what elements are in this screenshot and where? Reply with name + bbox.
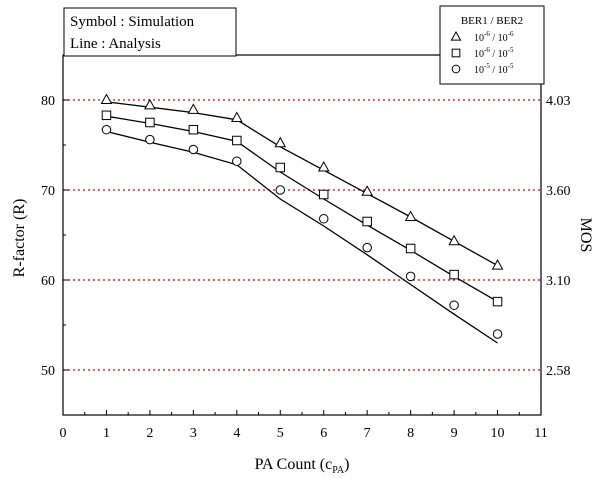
simulation-point-square — [362, 216, 372, 227]
simulation-point-circle — [492, 329, 503, 339]
simulation-point-triangle — [448, 234, 460, 246]
x-tick-label: 4 — [233, 426, 240, 441]
y-tick-label: 70 — [41, 184, 55, 199]
x-axis-ticks: 0 1 2 3 4 5 6 7 8 9 10 11 — [60, 410, 548, 441]
legend-marker-circle — [451, 64, 461, 74]
simulation-point-square — [405, 243, 416, 254]
legend-label: 10-6 / 10-6 — [474, 30, 514, 44]
annotation-box: Symbol : Simulation Line : Analysis — [63, 7, 237, 57]
plot-frame — [62, 54, 542, 416]
simulation-point-circle — [362, 242, 372, 253]
simulation-point-triangle — [144, 98, 156, 110]
x-tick-label: 2 — [146, 426, 153, 441]
annotation-line-1: Symbol : Simulation — [70, 14, 195, 30]
simulation-point-triangle — [274, 136, 287, 148]
x-tick-label: 6 — [320, 426, 327, 441]
simulation-point-square — [232, 135, 242, 146]
simulation-point-circle — [101, 124, 112, 135]
simulation-point-triangle — [404, 210, 417, 221]
simulation-point-square — [188, 124, 199, 135]
x-tick-label: 10 — [491, 426, 505, 441]
simulation-point-circle — [275, 185, 286, 195]
x-tick-label: 7 — [364, 426, 371, 441]
simulation-point-circle — [145, 134, 155, 145]
simulation-point-circle — [188, 144, 199, 155]
annotation-line-2: Line : Analysis — [70, 36, 161, 52]
simulation-point-triangle — [317, 160, 330, 172]
x-tick-label: 5 — [277, 426, 284, 441]
x-tick-label: 8 — [407, 426, 414, 441]
simulation-point-square — [449, 269, 459, 280]
analysis-lines — [106, 101, 498, 344]
simulation-point-square — [101, 110, 112, 121]
legend-marker-triangle — [450, 30, 462, 41]
legend-title: BER1 / BER2 — [461, 15, 523, 27]
legend-label: 10-5 / 10-5 — [474, 62, 514, 76]
simulation-point-circle — [449, 300, 459, 310]
simulation-point-square — [492, 296, 503, 307]
analysis-line-square — [106, 115, 498, 303]
mos-label: 3.60 — [546, 184, 571, 199]
simulation-point-circle — [318, 214, 329, 224]
legend-label: 10-6 / 10-5 — [474, 46, 514, 60]
simulation-point-circle — [405, 271, 416, 282]
x-axis-title: PA Count (cPA) — [255, 456, 350, 476]
y-axis-ticks: 50 60 70 80 — [41, 54, 69, 416]
legend-marker-square — [451, 48, 461, 58]
simulation-point-triangle — [187, 103, 200, 114]
mos-label: 3.10 — [546, 274, 571, 289]
simulation-markers — [100, 93, 504, 339]
x-tick-label: 0 — [60, 426, 67, 441]
simulation-point-triangle — [491, 259, 504, 270]
mos-labels: 4.03 3.60 3.10 2.58 — [546, 94, 571, 379]
legend: BER1 / BER2 10-6 / 10-6 10-6 / 10-5 10-5 /… — [439, 5, 545, 85]
legend-entries: 10-6 / 10-6 10-6 / 10-5 10-5 / 10-5 — [450, 30, 514, 76]
mos-label: 4.03 — [546, 94, 571, 109]
analysis-line-triangle — [106, 101, 498, 267]
reference-lines — [63, 99, 541, 371]
y-tick-label: 60 — [41, 274, 55, 289]
x-tick-label: 1 — [103, 426, 110, 441]
simulation-point-square — [275, 162, 286, 173]
mos-axis-title: MOS — [577, 218, 594, 253]
mos-label: 2.58 — [546, 364, 571, 379]
simulation-point-triangle — [230, 111, 243, 122]
y-tick-label: 50 — [41, 364, 55, 379]
simulation-point-square — [145, 117, 155, 128]
x-tick-label: 11 — [534, 426, 547, 441]
simulation-point-triangle — [361, 185, 374, 196]
simulation-point-triangle — [100, 93, 113, 104]
simulation-point-circle — [232, 156, 242, 166]
simulation-point-square — [318, 189, 329, 200]
x-tick-label: 3 — [190, 426, 197, 441]
y-tick-label: 80 — [41, 94, 55, 109]
x-tick-label: 9 — [451, 426, 458, 441]
analysis-line-circle — [106, 130, 498, 344]
y-axis-title: R-factor (R) — [11, 199, 28, 278]
